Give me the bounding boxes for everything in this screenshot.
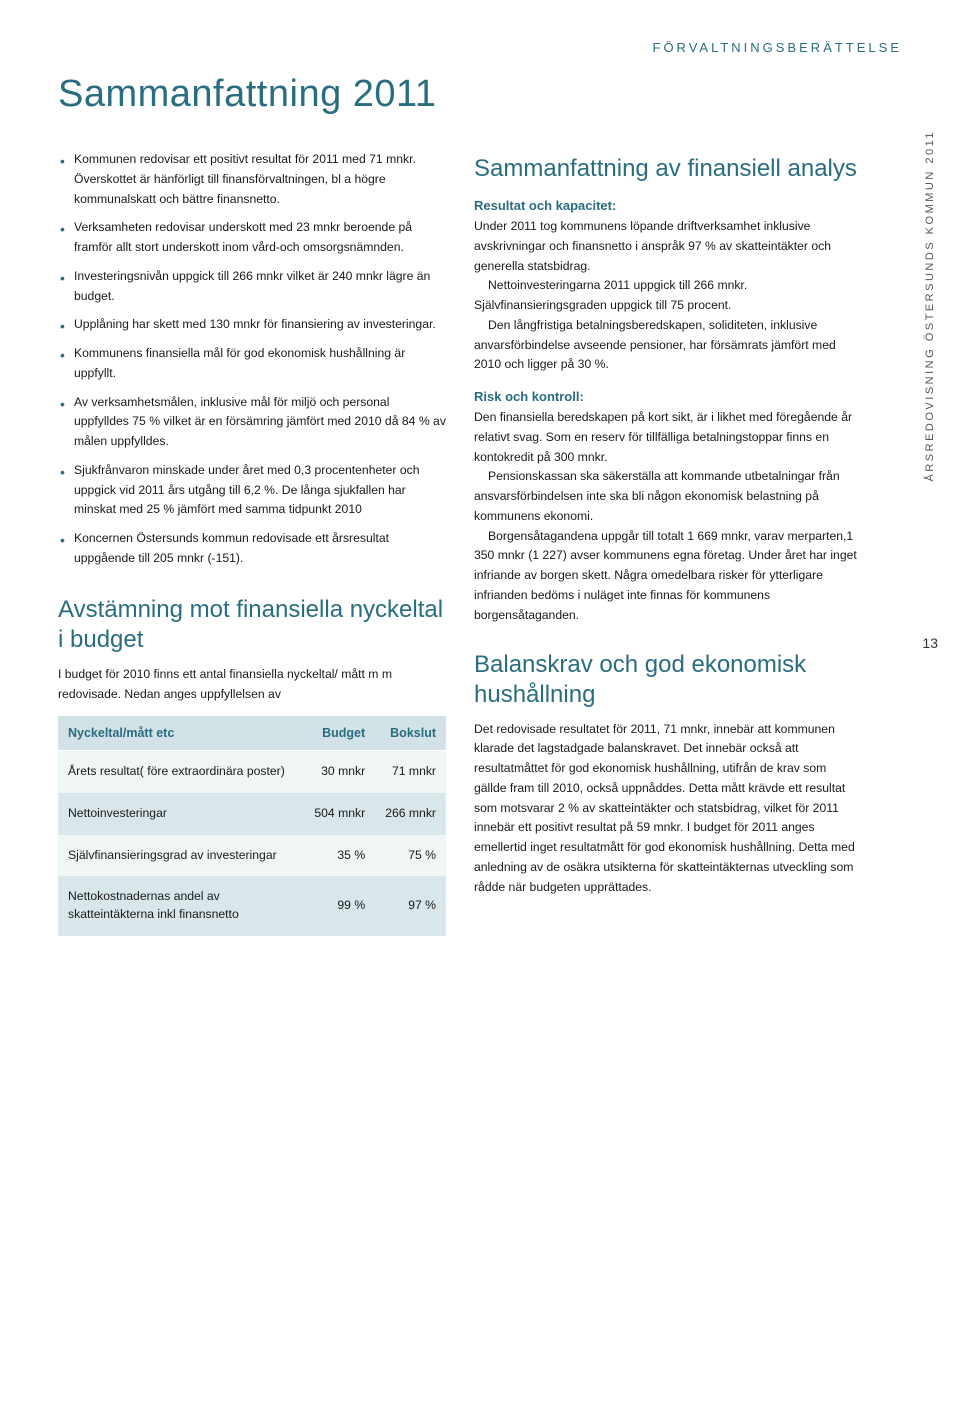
section-heading-finansiell-analys: Sammanfattning av finansiell analys (474, 154, 862, 184)
list-item: Av verksamhetsmålen, inklusive mål för m… (58, 393, 446, 452)
list-item: Verksamheten redovisar underskott med 23… (58, 218, 446, 258)
paragraph: Borgensåtagandena uppgår till totalt 1 6… (474, 527, 862, 626)
table-row: Årets resultat( före extraordinära poste… (58, 751, 446, 793)
key-figures-table: Nyckeltal/mått etc Budget Bokslut Årets … (58, 716, 446, 935)
list-item: Investeringsnivån uppgick till 266 mnkr … (58, 267, 446, 307)
right-column: Sammanfattning av finansiell analys Resu… (474, 150, 862, 936)
table-cell: 266 mnkr (375, 793, 446, 835)
paragraph: Det redovisade resultatet för 2011, 71 m… (474, 720, 862, 898)
list-item: Koncernen Östersunds kommun redovisade e… (58, 529, 446, 569)
two-column-layout: Kommunen redovisar ett positivt resultat… (58, 150, 902, 936)
table-cell: 30 mnkr (304, 751, 375, 793)
paragraph: Den finansiella beredskapen på kort sikt… (474, 408, 862, 467)
table-cell: 71 mnkr (375, 751, 446, 793)
paragraph: Pensionskassan ska säkerställa att komma… (474, 467, 862, 526)
list-item: Upplåning har skett med 130 mnkr för fin… (58, 315, 446, 335)
page-title: Sammanfattning 2011 (58, 73, 902, 116)
paragraph: Nettoinvesteringarna 2011 uppgick till 2… (474, 276, 862, 316)
subheading-resultat: Resultat och kapacitet: (474, 198, 862, 213)
table-header-cell: Budget (304, 716, 375, 751)
paragraph: Den långfristiga betalningsberedskapen, … (474, 316, 862, 375)
section-header: FÖRVALTNINGSBERÄTTELSE (58, 40, 902, 55)
table-header-cell: Bokslut (375, 716, 446, 751)
side-rail-label: ÅRSREDOVISNING ÖSTERSUNDS KOMMUN 2011 (924, 130, 936, 481)
table-cell: 99 % (304, 876, 375, 935)
table-header-cell: Nyckeltal/mått etc (58, 716, 304, 751)
table-cell: Nettokostnadernas andel av skatteintäkte… (58, 876, 304, 935)
table-row: Nettoinvesteringar 504 mnkr 266 mnkr (58, 793, 446, 835)
table-row: Självfinansieringsgrad av investeringar … (58, 835, 446, 877)
left-column: Kommunen redovisar ett positivt resultat… (58, 150, 446, 936)
list-item: Kommunen redovisar ett positivt resultat… (58, 150, 446, 209)
section-heading-balanskrav: Balanskrav och god ekonomisk hushållning (474, 650, 862, 710)
table-row: Nettokostnadernas andel av skatteintäkte… (58, 876, 446, 935)
table-cell: 97 % (375, 876, 446, 935)
section-heading-avstamning: Avstämning mot finansiella nyckeltal i b… (58, 595, 446, 655)
paragraph: Under 2011 tog kommunens löpande driftve… (474, 217, 862, 276)
summary-bullet-list: Kommunen redovisar ett positivt resultat… (58, 150, 446, 569)
list-item: Sjukfrånvaron minskade under året med 0,… (58, 461, 446, 520)
table-cell: 75 % (375, 835, 446, 877)
table-header-row: Nyckeltal/mått etc Budget Bokslut (58, 716, 446, 751)
table-cell: 504 mnkr (304, 793, 375, 835)
subheading-risk: Risk och kontroll: (474, 389, 862, 404)
table-cell: Självfinansieringsgrad av investeringar (58, 835, 304, 877)
page-number: 13 (922, 635, 938, 651)
section-intro-paragraph: I budget för 2010 finns ett antal finans… (58, 665, 446, 705)
table-cell: Årets resultat( före extraordinära poste… (58, 751, 304, 793)
list-item: Kommunens finansiella mål för god ekonom… (58, 344, 446, 384)
table-cell: 35 % (304, 835, 375, 877)
table-cell: Nettoinvesteringar (58, 793, 304, 835)
